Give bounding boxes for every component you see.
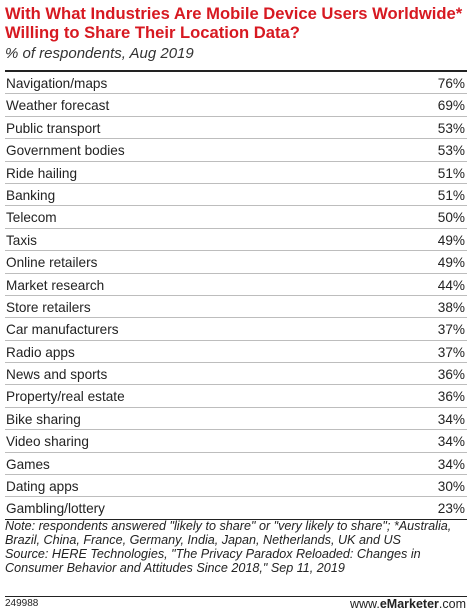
category-label: Games [6, 456, 50, 472]
table-row: Property/real estate 36% [5, 385, 467, 408]
category-label: Public transport [6, 120, 101, 136]
table-row: Market research 44% [5, 274, 467, 296]
category-label: Gambling/lottery [6, 501, 105, 517]
category-label: Telecom [6, 210, 57, 226]
category-label: Property/real estate [6, 389, 125, 405]
chart-title: With What Industries Are Mobile Device U… [5, 4, 463, 42]
table-row: Gambling/lottery 23% [5, 497, 467, 519]
table-row: Online retailers 49% [5, 251, 467, 274]
value-label: 38% [437, 299, 465, 315]
value-label: 37% [437, 322, 465, 338]
category-label: News and sports [6, 367, 108, 383]
table-row: Weather forecast 69% [5, 94, 467, 117]
table-row: News and sports 36% [5, 363, 467, 386]
category-label: Bike sharing [6, 411, 81, 427]
table-row: Store retailers 38% [5, 296, 467, 319]
table-row: Ride hailing 51% [5, 162, 467, 184]
table-row: Video sharing 34% [5, 430, 467, 453]
chart-id: 249988 [5, 598, 39, 609]
category-label: Video sharing [6, 434, 89, 450]
table-row: Telecom 50% [5, 206, 467, 229]
value-label: 44% [437, 277, 465, 293]
value-label: 23% [437, 501, 465, 517]
table-row: Government bodies 53% [5, 139, 467, 162]
value-label: 69% [437, 98, 465, 114]
value-label: 34% [437, 434, 465, 450]
table-row: Games 34% [5, 453, 467, 476]
chart-subtitle: % of respondents, Aug 2019 [5, 45, 194, 62]
footer-divider [5, 596, 467, 597]
brand-suffix: .com [438, 597, 466, 611]
category-label: Radio apps [6, 344, 75, 360]
value-label: 37% [437, 344, 465, 360]
value-label: 53% [437, 120, 465, 136]
table-row: Public transport 53% [5, 117, 467, 140]
brand-prefix: www. [349, 597, 380, 611]
category-label: Taxis [6, 232, 37, 248]
source-text: Source: HERE Technologies, "The Privacy … [5, 547, 421, 576]
notes-block: Note: respondents answered "likely to sh… [5, 519, 467, 575]
value-label: 51% [437, 165, 465, 181]
category-label: Market research [6, 277, 105, 293]
value-label: 50% [437, 210, 465, 226]
category-label: Banking [6, 187, 56, 203]
category-label: Ride hailing [6, 165, 78, 181]
emarketer-logo: www.eMarketer.com [350, 597, 466, 611]
category-label: Government bodies [6, 143, 125, 159]
value-label: 34% [437, 411, 465, 427]
note-text: Note: respondents answered "likely to sh… [5, 519, 452, 548]
value-label: 53% [437, 143, 465, 159]
category-label: Online retailers [6, 255, 98, 271]
data-table: Navigation/maps 76% Weather forecast 69% Pub… [5, 72, 467, 520]
value-label: 30% [437, 479, 465, 495]
notes-divider [5, 519, 467, 520]
table-row: Navigation/maps 76% [5, 72, 467, 95]
brand-name: eMarketer [379, 597, 439, 611]
category-label: Navigation/maps [6, 76, 108, 91]
value-label: 36% [437, 389, 465, 405]
value-label: 49% [437, 232, 465, 248]
table-row: Banking 51% [5, 184, 467, 207]
top-divider [5, 70, 467, 72]
category-label: Car manufacturers [6, 322, 119, 338]
category-label: Store retailers [6, 299, 91, 315]
value-label: 51% [437, 187, 465, 203]
value-label: 76% [437, 76, 465, 91]
table-row: Taxis 49% [5, 229, 467, 252]
table-row: Car manufacturers 37% [5, 318, 467, 341]
category-label: Weather forecast [6, 98, 110, 114]
value-label: 34% [437, 456, 465, 472]
table-row: Radio apps 37% [5, 341, 467, 364]
value-label: 36% [437, 367, 465, 383]
table-row: Dating apps 30% [5, 475, 467, 498]
value-label: 49% [437, 255, 465, 271]
category-label: Dating apps [6, 479, 79, 495]
table-row: Bike sharing 34% [5, 408, 467, 431]
